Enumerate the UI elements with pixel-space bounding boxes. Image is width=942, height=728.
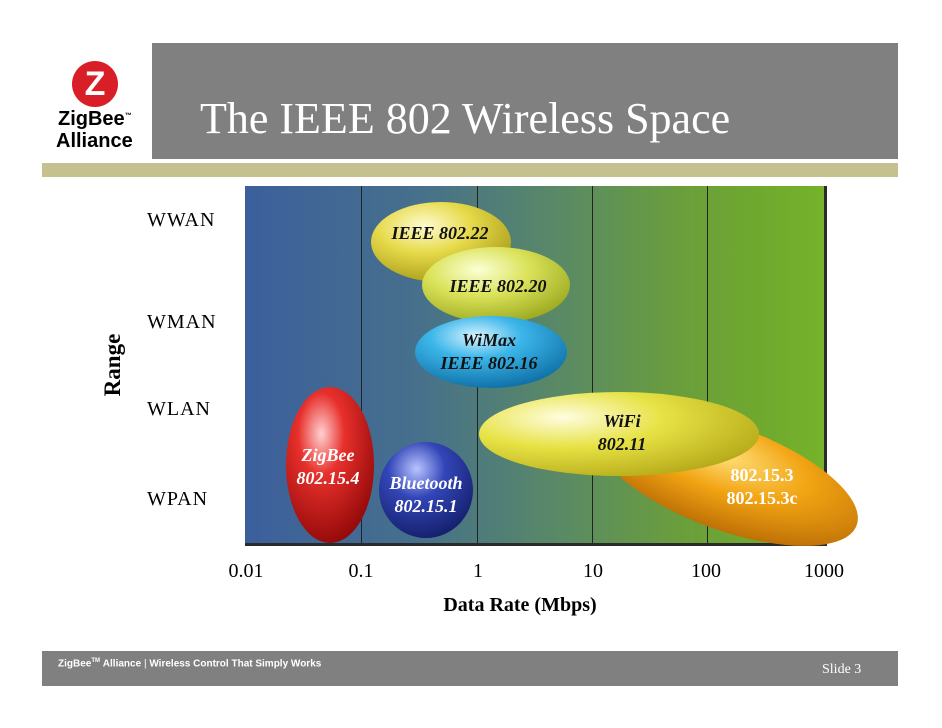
bluetooth-label: Bluetooth 802.15.1 <box>389 472 462 519</box>
x-tick-1000: 1000 <box>804 560 844 582</box>
ieee80222-label: IEEE 802.22 <box>391 223 489 243</box>
x-tick-0.1: 0.1 <box>348 560 374 582</box>
range-level-wman: WMAN <box>147 311 217 333</box>
bluetooth-label-line2: 802.15.1 <box>394 496 458 517</box>
logo-brand: ZigBee™ <box>58 108 132 131</box>
title-bar <box>152 43 898 159</box>
logo-subtitle: Alliance <box>56 130 133 152</box>
uwb-label: 802.15.3 802.15.3c <box>727 464 798 511</box>
ieee80220-bubble <box>422 247 570 323</box>
slide-title: The IEEE 802 Wireless Space <box>200 94 731 143</box>
footer-text: ZigBeeTM Alliance | Wireless Control Tha… <box>58 658 321 669</box>
wifi-label-line2: 802.11 <box>597 434 647 455</box>
ieee80220-label: IEEE 802.20 <box>449 276 547 296</box>
bluetooth-bubble <box>379 442 473 538</box>
range-level-wwan: WWAN <box>147 209 216 231</box>
footer-bar <box>42 651 898 686</box>
wimax-label-line1: WiMax <box>461 330 517 350</box>
footer-org: Alliance <box>102 658 142 670</box>
x-tick-0.01: 0.01 <box>228 560 264 582</box>
wifi-label-line1: WiFi <box>603 411 641 431</box>
wimax-bubble <box>415 316 567 388</box>
bluetooth-label-line1: Bluetooth <box>389 473 463 493</box>
gridline-0.1 <box>361 186 362 543</box>
zigbee-label-line1: ZigBee <box>301 445 355 465</box>
logo-tm: ™ <box>124 112 132 120</box>
x-axis-label: Data Rate (Mbps) <box>443 594 597 616</box>
range-level-wpan: WPAN <box>147 488 209 510</box>
wimax-label-line2: IEEE 802.16 <box>440 353 538 374</box>
zigbee-bubble <box>286 387 374 543</box>
x-tick-10: 10 <box>583 560 603 582</box>
footer-separator: | <box>143 658 147 670</box>
gridline-100 <box>707 186 708 543</box>
wifi-label: WiFi 802.11 <box>598 410 647 457</box>
footer-tagline: Wireless Control That Simply Works <box>149 658 322 670</box>
wimax-label: WiMax IEEE 802.16 <box>440 329 537 376</box>
range-axis-label: Range <box>100 333 125 397</box>
footer-tm: TM <box>91 658 101 664</box>
zigbee-label-line2: 802.15.4 <box>296 468 360 489</box>
title-rule <box>42 163 898 177</box>
wifi-bubble <box>479 392 759 476</box>
slide-number: Slide 3 <box>822 662 862 677</box>
zigbee-label: ZigBee 802.15.4 <box>297 444 360 491</box>
zigbee-logo-icon: Z <box>72 61 118 107</box>
uwb-label-line2: 802.15.3c <box>726 488 798 509</box>
uwb-label-line1: 802.15.3 <box>730 465 794 485</box>
x-tick-1: 1 <box>473 560 483 582</box>
logo-brand-text: ZigBee <box>58 108 125 130</box>
x-tick-100: 100 <box>691 560 721 582</box>
gridline-10 <box>592 186 593 543</box>
footer-brand: ZigBee <box>58 658 92 670</box>
range-level-wlan: WLAN <box>147 398 211 420</box>
